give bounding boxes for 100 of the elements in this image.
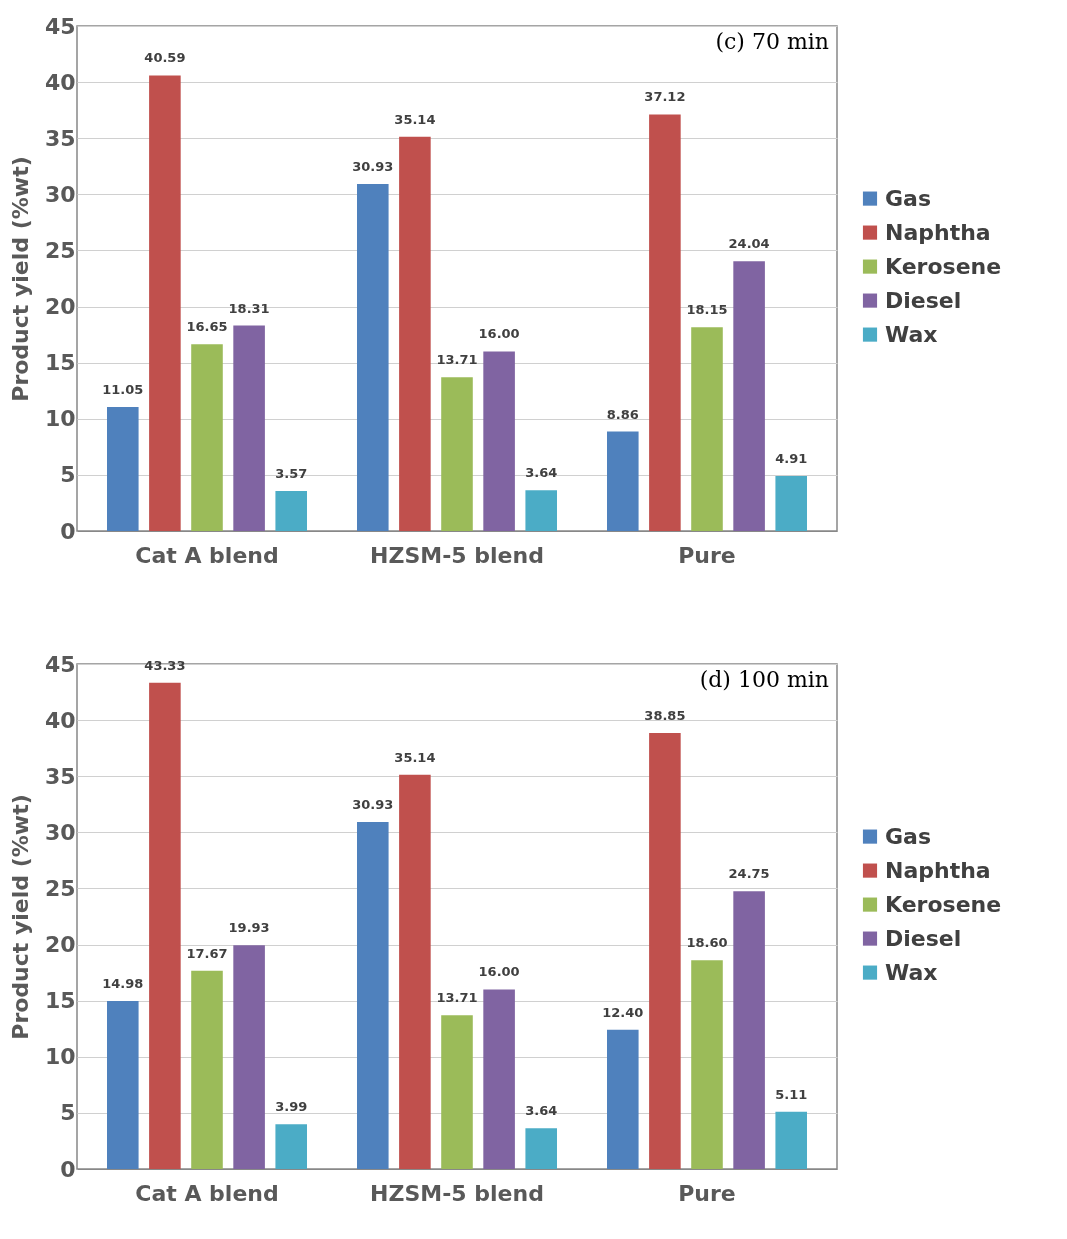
data-label: 19.93	[228, 920, 270, 936]
y-tick-label: 0	[60, 1156, 76, 1182]
y-tick-label: 45	[44, 13, 76, 39]
data-label: 14.98	[102, 975, 144, 991]
data-label: 8.86	[606, 406, 639, 422]
y-tick-label: 30	[44, 181, 76, 207]
annotation: (d) 100 min	[699, 667, 829, 692]
bar	[525, 1128, 557, 1169]
bar	[191, 344, 223, 531]
x-tick-label: Pure	[678, 1180, 736, 1206]
bar	[733, 891, 765, 1169]
y-tick-label: 45	[44, 651, 76, 677]
bar	[399, 136, 431, 531]
bar	[357, 183, 389, 531]
bar	[107, 1000, 139, 1169]
bar	[483, 989, 515, 1169]
data-label: 12.40	[602, 1004, 644, 1020]
data-label: 3.64	[525, 465, 558, 481]
legend-label: Kerosene	[885, 253, 1002, 279]
data-label: 18.31	[228, 300, 270, 316]
legend-label: Diesel	[885, 287, 962, 313]
y-tick-label: 20	[44, 294, 76, 320]
data-label: 4.91	[775, 450, 808, 466]
y-tick-label: 40	[44, 69, 76, 95]
data-label: 5.11	[775, 1086, 808, 1102]
bar	[275, 1124, 307, 1169]
x-tick-label: Cat A blend	[135, 542, 279, 568]
bar	[149, 75, 181, 531]
data-label: 16.00	[478, 964, 520, 980]
data-label: 38.85	[644, 708, 686, 724]
y-tick-label: 5	[60, 462, 76, 488]
y-tick-label: 35	[44, 125, 76, 151]
bar	[775, 1111, 807, 1169]
legend-label: Diesel	[885, 925, 962, 951]
y-tick-label: 10	[44, 406, 76, 432]
data-label: 3.57	[275, 465, 308, 481]
bar	[607, 1029, 639, 1169]
legend-label: Wax	[885, 959, 938, 985]
y-tick-label: 25	[44, 875, 76, 901]
data-label: 24.75	[728, 866, 770, 882]
data-label: 17.67	[186, 945, 228, 961]
data-label: 30.93	[352, 158, 394, 174]
bar	[691, 960, 723, 1169]
bar	[233, 325, 265, 531]
y-tick-label: 25	[44, 237, 76, 263]
x-tick-label: HZSM-5 blend	[370, 542, 544, 568]
y-tick-label: 20	[44, 932, 76, 958]
legend-label: Gas	[885, 823, 931, 849]
annotation: (c) 70 min	[715, 29, 829, 54]
data-label: 35.14	[394, 111, 436, 127]
legend-label: Wax	[885, 321, 938, 347]
legend-label: Naphtha	[885, 857, 991, 883]
bar	[483, 351, 515, 531]
x-tick-label: HZSM-5 blend	[370, 1180, 544, 1206]
data-label: 13.71	[436, 352, 478, 368]
bar	[441, 377, 473, 531]
bar	[441, 1015, 473, 1169]
bar	[191, 970, 223, 1169]
y-tick-label: 5	[60, 1100, 76, 1126]
data-label: 24.04	[728, 236, 770, 252]
data-label: 3.99	[275, 1099, 308, 1115]
bar	[525, 490, 557, 531]
y-axis-title: Product yield (%wt)	[7, 156, 33, 402]
y-tick-label: 30	[44, 819, 76, 845]
legend-label: Gas	[885, 185, 931, 211]
y-tick-label: 15	[44, 350, 76, 376]
bar	[233, 945, 265, 1169]
data-label: 30.93	[352, 796, 394, 812]
data-label: 16.65	[186, 319, 228, 335]
y-tick-label: 0	[60, 518, 76, 544]
bar	[275, 490, 307, 531]
bar	[399, 774, 431, 1169]
data-label: 40.59	[144, 50, 186, 66]
bar	[649, 733, 681, 1169]
x-tick-label: Cat A blend	[135, 1180, 279, 1206]
data-label: 18.60	[686, 935, 728, 951]
data-label: 13.71	[436, 990, 478, 1006]
bar	[149, 682, 181, 1169]
bar	[607, 431, 639, 531]
bar	[775, 475, 807, 531]
data-label: 43.33	[144, 657, 186, 673]
legend-label: Naphtha	[885, 219, 991, 245]
y-tick-label: 35	[44, 763, 76, 789]
data-label: 18.15	[686, 302, 728, 318]
data-label: 3.64	[525, 1103, 558, 1119]
bar	[649, 114, 681, 531]
data-label: 11.05	[102, 381, 144, 397]
data-label: 35.14	[394, 749, 436, 765]
x-tick-label: Pure	[678, 542, 736, 568]
y-tick-label: 40	[44, 707, 76, 733]
data-label: 16.00	[478, 326, 520, 342]
bar	[107, 406, 139, 531]
bar	[691, 327, 723, 531]
y-axis-title: Product yield (%wt)	[7, 794, 33, 1040]
bar	[357, 821, 389, 1169]
bar	[733, 261, 765, 531]
data-label: 37.12	[644, 89, 686, 105]
y-tick-label: 10	[44, 1044, 76, 1070]
y-tick-label: 15	[44, 988, 76, 1014]
legend-label: Kerosene	[885, 891, 1002, 917]
